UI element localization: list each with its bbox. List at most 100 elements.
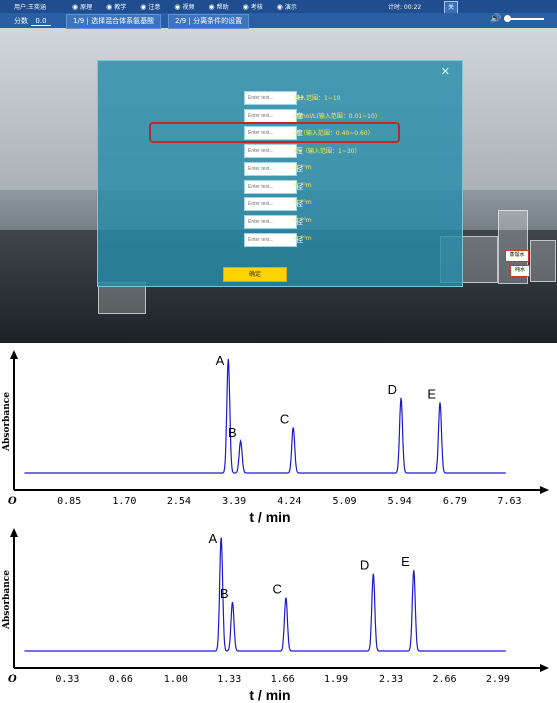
- score: 分数 0.0: [14, 16, 51, 26]
- form-row: 分离电压KV（输入范围：1~30）: [98, 144, 462, 159]
- menu-item-label: 演示: [284, 4, 297, 11]
- bottle-label-2: 纯水: [510, 265, 530, 277]
- menu-item-1[interactable]: ◉ 教学: [106, 2, 127, 12]
- top-bar: 用户:王奕涵 ◉ 原理 ◉ 教学 ◉ 注意 ◉ 视频 ◉ 帮助 ◉ 考核 ◉ 演示 计时: 00:22 关: [0, 0, 557, 14]
- x-tick-label: 6.79: [443, 496, 467, 507]
- volume-control[interactable]: 🔊: [490, 14, 550, 24]
- x-tick-label: 1.99: [324, 674, 348, 685]
- timer: 计时: 00:22: [388, 4, 422, 11]
- menu-item-0[interactable]: ◉ 原理: [72, 2, 93, 12]
- menu-item-label: 原理: [80, 4, 93, 11]
- field-input[interactable]: [244, 144, 297, 159]
- x-tick-label: 0.66: [109, 674, 133, 685]
- peak-label-E: E: [427, 386, 436, 401]
- score-value: 0.0: [31, 17, 51, 26]
- x-tick-label: 7.63: [497, 496, 521, 507]
- field-input[interactable]: [244, 179, 297, 194]
- x-tick-label: 5.94: [388, 496, 412, 507]
- form-row: 谷氨酸离子半径E⁻¹⁰m: [98, 197, 462, 212]
- question-icon: ◉: [208, 2, 215, 11]
- peak-label-D: D: [388, 382, 397, 397]
- x-axis-arrow: [540, 664, 549, 672]
- y-axis-label: Absorbance: [2, 392, 12, 452]
- tab-step-1-number: 1/9: [73, 17, 85, 25]
- signal-trace: [24, 537, 506, 652]
- x-tick-label: 4.24: [277, 496, 301, 507]
- dialog-close-icon[interactable]: ✕: [440, 65, 450, 78]
- clipboard-icon: ◉: [242, 2, 249, 11]
- x-tick-label: 2.33: [379, 674, 403, 685]
- form-row: 甘氨酸离子半径E⁻¹⁰m: [98, 179, 462, 194]
- menu-item-2[interactable]: ◉ 注意: [140, 2, 161, 12]
- field-input[interactable]: [244, 91, 297, 105]
- y-axis-arrow: [10, 350, 18, 359]
- field-hint: 输入范围：1~10: [294, 95, 341, 102]
- y-axis-label: Absorbance: [2, 570, 12, 630]
- menu-item-label: 考核: [250, 4, 263, 11]
- menu-item-label: 教学: [114, 4, 127, 11]
- x-tick-label: 1.33: [217, 674, 241, 685]
- field-input[interactable]: [244, 232, 297, 247]
- peak-label-D: D: [360, 557, 369, 572]
- field-hint: mmol/L(输入范围：0.01~10): [294, 112, 378, 120]
- sample-tray[interactable]: [98, 282, 146, 314]
- x-tick-label: 3.39: [222, 496, 246, 507]
- form-row: 天冬氨酸离子半径E⁻¹⁰m: [98, 214, 462, 229]
- confirm-button[interactable]: 确定: [223, 267, 287, 282]
- tab-step-2-label: 分离条件的设置: [193, 17, 243, 25]
- volume-slider-track[interactable]: [506, 18, 544, 20]
- x-axis-label: t / min: [249, 509, 290, 525]
- score-label: 分数: [14, 17, 28, 25]
- electropherogram-2: O 0.33 0.66 1.00 1.33 1.66 1.99 2.33 2.66 2.99 t /…: [2, 528, 549, 703]
- settings-dialog: ✕ 缓冲溶液pH输入范围：1~10 缓冲溶液浓度mmol/L(输入范围：0.01~…: [97, 60, 463, 287]
- x-tick-label: 2.99: [486, 674, 510, 685]
- peak-label-A: A: [216, 353, 225, 368]
- x-tick-label: 5.09: [332, 496, 356, 507]
- origin-label: O: [8, 674, 17, 685]
- form-row: 丙氨酸离子半径E⁻¹⁰m: [98, 161, 462, 176]
- volume-slider-knob[interactable]: [504, 15, 511, 22]
- tab-step-1[interactable]: 1/9 | 选择混合体系氨基酸: [66, 14, 162, 29]
- triangle-icon: ◉: [140, 2, 147, 11]
- field-hint: KV（输入范围：1~30）: [294, 148, 361, 156]
- field-hint: E⁻¹⁰m: [294, 163, 312, 171]
- monitor-icon: ◉: [276, 2, 283, 11]
- menu-item-6[interactable]: ◉ 演示: [276, 2, 297, 12]
- person-icon: ◉: [106, 2, 113, 11]
- field-input[interactable]: [244, 108, 297, 123]
- menu-item-label: 帮助: [216, 4, 229, 11]
- signal-trace: [24, 358, 506, 474]
- field-input[interactable]: [244, 126, 297, 141]
- tab-step-1-label: 选择混合体系氨基酸: [91, 17, 155, 25]
- globe-icon: ◉: [72, 2, 79, 11]
- form-row: 缓冲溶液浓度mmol/L(输入范围：0.01~10): [98, 108, 462, 123]
- menu-item-5[interactable]: ◉ 考核: [242, 2, 263, 12]
- x-tick-label: 2.54: [167, 496, 191, 507]
- form-row: 毛细管长度m（输入范围：0.40~0.60）: [98, 126, 462, 141]
- peak-label-B: B: [220, 586, 229, 601]
- menu-item-label: 注意: [148, 4, 161, 11]
- x-tick-label: 1.00: [164, 674, 188, 685]
- x-tick-label: 1.70: [112, 496, 136, 507]
- field-hint: E⁻¹⁰m: [294, 216, 312, 224]
- x-axis-label: t / min: [249, 687, 290, 703]
- field-input[interactable]: [244, 197, 297, 212]
- tab-step-2[interactable]: 2/9 | 分离条件的设置: [168, 14, 250, 29]
- form-row: 缓冲溶液pH输入范围：1~10: [98, 91, 462, 105]
- flask[interactable]: [530, 240, 556, 282]
- menu-item-4[interactable]: ◉ 帮助: [208, 2, 229, 12]
- field-input[interactable]: [244, 161, 297, 176]
- field-hint: E⁻¹⁰m: [294, 199, 312, 207]
- peak-label-B: B: [228, 425, 237, 440]
- field-hint: E⁻¹⁰m: [294, 234, 312, 242]
- field-input[interactable]: [244, 214, 297, 229]
- menu-item-3[interactable]: ◉ 视频: [174, 2, 195, 12]
- peak-label-C: C: [280, 411, 289, 426]
- speaker-icon: 🔊: [490, 14, 502, 24]
- x-tick-label: 1.66: [271, 674, 295, 685]
- capillary-length-highlight: [149, 122, 400, 143]
- menu-item-label: 视频: [182, 4, 195, 11]
- user-name: 用户:王奕涵: [14, 4, 47, 11]
- x-tick-label: 2.66: [432, 674, 456, 685]
- picture-icon: ◉: [174, 2, 181, 11]
